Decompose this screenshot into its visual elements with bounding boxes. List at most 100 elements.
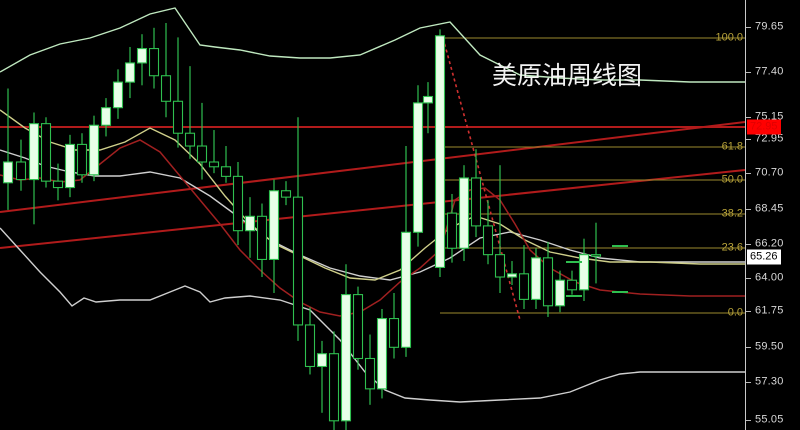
candlestick xyxy=(328,331,340,430)
candlestick xyxy=(100,98,112,137)
axis-tick xyxy=(746,72,751,73)
candlestick xyxy=(268,179,280,293)
candle-body xyxy=(388,318,400,348)
candlestick xyxy=(292,117,304,341)
candle-body xyxy=(434,35,446,268)
candle-body xyxy=(506,273,518,278)
candlestick xyxy=(208,130,220,174)
candlestick xyxy=(196,102,208,180)
candlestick xyxy=(304,307,316,375)
candlestick xyxy=(482,200,494,265)
candlestick xyxy=(400,146,412,357)
axis-tick xyxy=(746,173,751,174)
candlestick xyxy=(148,27,160,89)
candle-body xyxy=(400,231,412,348)
candle-body xyxy=(518,273,530,300)
axis-tick xyxy=(746,347,751,348)
ma-yellow xyxy=(0,109,745,281)
candlestick xyxy=(422,82,434,134)
axis-tick-label: 77.40 xyxy=(755,65,784,78)
candlestick xyxy=(232,161,244,246)
candle-body xyxy=(88,124,100,176)
candle-body xyxy=(352,294,364,360)
candle-body xyxy=(304,324,316,368)
candle-body xyxy=(566,279,578,291)
candlestick xyxy=(256,203,268,278)
chart-title: 美原油周线图 xyxy=(492,61,643,90)
trendline-ascending-support xyxy=(0,169,745,249)
axis-tick-label: 75.15 xyxy=(755,110,784,123)
candle-body xyxy=(220,166,232,177)
axis-tick-label: 61.75 xyxy=(755,304,784,317)
candlestick xyxy=(376,308,388,399)
candlestick xyxy=(340,264,352,430)
candlestick xyxy=(76,133,88,183)
axis-tick-label: 64.00 xyxy=(755,271,784,284)
candlestick xyxy=(280,181,292,206)
candle-body xyxy=(28,123,40,181)
fib-level-label-100.0: 100.0 xyxy=(715,31,743,44)
price-axis[interactable]: 79.65 77.40 75.15 72.95 70.70 68.45 66.20 64.00… xyxy=(745,0,800,430)
candle-body xyxy=(40,123,52,182)
candle-body xyxy=(112,81,124,109)
candlestick xyxy=(160,23,172,118)
candle-body xyxy=(184,132,196,147)
candlestick xyxy=(172,37,184,148)
candle-body xyxy=(422,95,434,104)
candle-body xyxy=(446,212,458,249)
candlestick xyxy=(554,270,566,313)
candle-body xyxy=(364,357,376,390)
candlestick xyxy=(28,112,40,225)
price-tag-alert-price: 72.95 xyxy=(747,119,781,135)
candlestick xyxy=(458,165,470,262)
fib-level-label-50.0: 50.0 xyxy=(721,173,743,186)
axis-tick xyxy=(746,27,751,28)
axis-tick xyxy=(746,278,751,279)
candlestick xyxy=(112,69,124,119)
fib-level-label-23.6: 23.6 xyxy=(721,241,743,254)
candlestick xyxy=(446,193,458,263)
axis-tick-label: 55.05 xyxy=(755,413,784,426)
candle-body xyxy=(256,215,268,260)
chart-plot-area[interactable]: 美原油周线图 xyxy=(0,0,745,430)
candlestick xyxy=(530,248,542,309)
candlestick xyxy=(388,292,400,359)
candle-body xyxy=(196,145,208,163)
lower-bollinger-band xyxy=(0,227,745,403)
candle-body xyxy=(208,161,220,168)
axis-tick xyxy=(746,382,751,383)
ma-white-slow xyxy=(0,149,745,281)
candlestick xyxy=(2,88,14,210)
candle-body xyxy=(554,279,566,307)
candle-body xyxy=(2,161,14,184)
candle-body xyxy=(52,180,64,189)
fib-level-label-61.8: 61.8 xyxy=(721,140,743,153)
candle-body xyxy=(268,190,280,260)
candle-body xyxy=(15,161,27,181)
candle-body xyxy=(280,190,292,198)
axis-tick xyxy=(746,311,751,312)
candlestick xyxy=(352,286,364,370)
candlestick xyxy=(494,165,506,293)
candle-body xyxy=(100,107,112,126)
candlestick xyxy=(316,340,328,413)
fib-diagonal-dotted xyxy=(442,37,521,321)
candlestick xyxy=(518,245,530,309)
candle-body xyxy=(376,318,388,390)
candlestick xyxy=(470,149,482,238)
axis-tick-label: 57.30 xyxy=(755,375,784,388)
candlestick xyxy=(434,29,446,278)
candle-body xyxy=(292,196,304,326)
candlestick xyxy=(244,197,256,258)
price-tag-current-price: 65.26 xyxy=(747,249,781,265)
axis-tick xyxy=(746,209,751,210)
candlestick xyxy=(136,34,148,86)
axis-tick-label: 70.70 xyxy=(755,166,784,179)
candlestick xyxy=(566,270,578,295)
candlestick xyxy=(88,115,100,182)
candle-body xyxy=(124,62,136,83)
axis-tick-label: 68.45 xyxy=(755,202,784,215)
chart-canvas xyxy=(0,7,745,430)
candle-body xyxy=(458,177,470,249)
